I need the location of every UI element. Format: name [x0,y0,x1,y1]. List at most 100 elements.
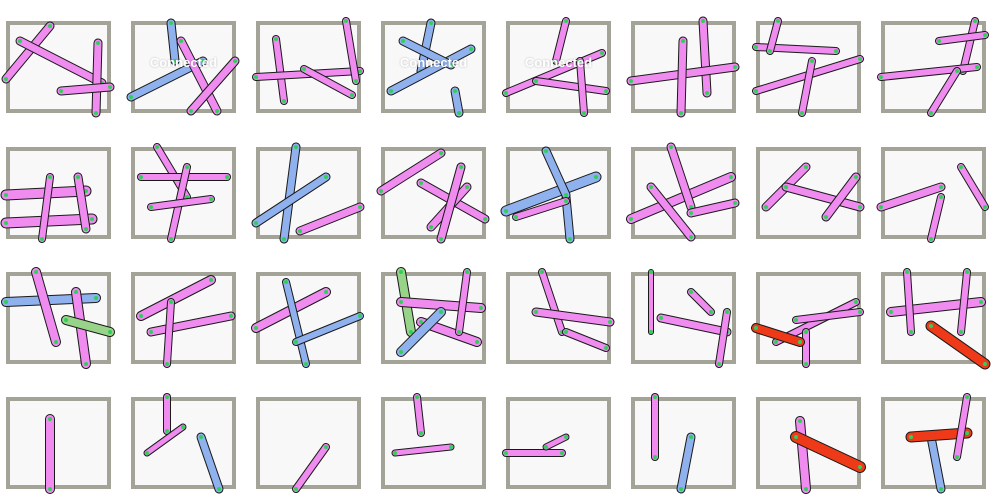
joint-dot [824,215,828,219]
joint-dot [457,330,461,334]
panel-r3c4[interactable] [381,267,486,364]
joint-dot [64,318,68,322]
panel-r4c8[interactable] [881,393,986,494]
joint-dot [4,221,8,225]
joint-dot [504,91,508,95]
branch-drawing [1,267,115,369]
joint-dot [165,395,169,399]
branch-pink [957,163,989,211]
joint-dot [139,175,143,179]
joint-dot [681,39,685,43]
joint-dot [4,77,8,81]
branch-pink [957,268,971,336]
panel-r2c3[interactable] [251,142,365,244]
branch-pink [91,38,103,118]
panel-r3c8[interactable] [881,268,991,370]
joint-dot [217,487,221,491]
panel-r2c8[interactable] [876,147,989,243]
branch-pink [927,193,945,243]
branch-pink [436,162,466,244]
panel-r1c2[interactable]: Connected [126,18,240,116]
joint-dot [294,145,298,149]
panel-r4c3[interactable] [256,397,361,493]
branch-blue [396,307,446,357]
joint-dot [185,195,189,199]
branch-pink [56,82,115,96]
panel-r3c7[interactable] [751,272,864,368]
branch-blue [541,146,571,200]
branch-pink [552,17,570,65]
joint-dot [582,111,586,115]
joint-dot [149,205,153,209]
panel-r2c4[interactable] [376,147,490,244]
panel-r3c1[interactable] [1,267,115,369]
branch-green [61,315,115,337]
panel-r4c7[interactable] [756,397,866,494]
joint-dot [201,59,205,63]
panel-r2c2[interactable] [131,143,236,243]
branch-blue [166,18,180,66]
joint-dot [225,175,229,179]
joint-dot [504,209,508,213]
panel-r4c2[interactable] [131,393,236,494]
panel-r3c5[interactable] [506,268,615,364]
joint-dot [215,109,219,113]
panel-r1c3[interactable] [252,17,364,113]
branch-drawing [626,16,740,118]
branch-pink [531,307,615,327]
panel-r4c5[interactable] [502,397,611,489]
joint-dot [854,175,858,179]
branch-pink [15,36,107,88]
joint-dot [965,431,969,435]
branch-pink [38,173,54,243]
joint-dot [48,24,52,28]
branch-pink [176,36,222,116]
joint-dot [929,324,933,328]
joint-dot [578,59,582,63]
panel-r2c7[interactable] [756,147,865,239]
joint-dot [465,270,469,274]
branch-pink [903,268,915,336]
joint-dot [209,197,213,201]
joint-dot [401,39,405,43]
panel-r2c5[interactable] [500,146,611,244]
panel-r4c6[interactable] [631,393,736,494]
joint-dot [540,270,544,274]
panel-r2c1[interactable] [0,147,111,243]
panel-r1c4[interactable]: Connected [381,18,486,118]
joint-dot [181,425,185,429]
branch-drawing [391,393,455,457]
panel-r4c1[interactable] [6,397,111,494]
panel-r1c7[interactable] [752,17,864,117]
panel-r3c6[interactable] [631,269,736,368]
panel-r1c8[interactable] [877,17,989,117]
joint-dot [889,310,893,314]
joint-dot [34,270,38,274]
joint-dot [199,435,203,439]
joint-dot [659,316,663,320]
branch-drawing [648,269,732,368]
branch-drawing [500,146,602,244]
joint-dot [514,215,518,219]
panel-r3c3[interactable] [251,272,364,368]
branch-drawing [45,414,55,494]
panel-r4c4[interactable] [381,393,486,489]
joint-dot [18,39,22,43]
branch-red [790,431,866,473]
joint-dot [229,314,233,318]
panel-r3c2[interactable] [131,272,236,368]
joint-dot [784,185,788,189]
branch-drawing [502,17,610,117]
joint-dot [564,435,568,439]
branch-drawing [0,172,98,243]
joint-dot [649,185,653,189]
overlay-label: Connected [149,55,218,70]
branch-pink [502,49,606,97]
panel-r1c6[interactable] [626,16,740,118]
branch-pink [953,393,971,461]
joint-dot [768,49,772,53]
panel-r2c6[interactable] [626,142,740,242]
panel-r1c1[interactable] [1,21,115,118]
joint-dot [564,330,568,334]
panel-r1c5[interactable]: Connected [502,17,611,117]
